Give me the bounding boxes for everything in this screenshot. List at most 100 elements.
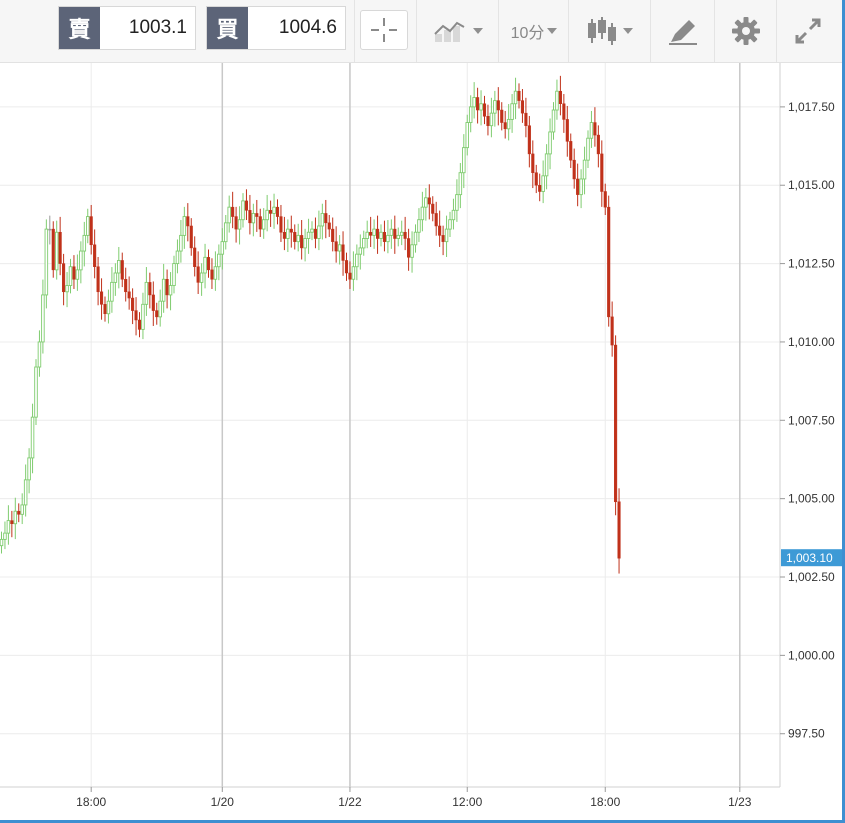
candle-body (17, 510, 21, 515)
chart-type-button[interactable] (570, 0, 650, 62)
candle-body (531, 153, 535, 173)
candle-body (441, 235, 445, 242)
candle-body (48, 228, 52, 231)
candle-body (462, 147, 466, 174)
candle-body (206, 257, 211, 271)
candle-body (407, 238, 411, 258)
candle-body (261, 219, 266, 230)
candle-body (189, 225, 193, 249)
y-tick-label: 1,000.00 (788, 648, 835, 662)
candle-body (413, 231, 418, 246)
fullscreen-icon (795, 18, 821, 44)
last-price-tag (781, 549, 842, 567)
candle-body (468, 106, 473, 123)
crosshair-button[interactable] (360, 10, 408, 50)
candle-body (110, 281, 114, 302)
candle-body (144, 281, 149, 305)
candle-body (258, 216, 262, 230)
candle-body (372, 228, 376, 236)
candle-body (465, 122, 470, 149)
candle-body (489, 112, 494, 127)
candle-body (255, 213, 259, 217)
candlestick-icon (588, 17, 616, 45)
candle-body (520, 100, 525, 114)
candle-body (106, 300, 111, 315)
candle-body (172, 263, 176, 286)
candle-body (562, 103, 566, 120)
candle-body (275, 206, 280, 217)
candle-body (265, 209, 269, 221)
toolbar-divider (498, 0, 499, 62)
settings-button[interactable] (716, 0, 776, 62)
draw-tools-button[interactable] (652, 0, 714, 62)
candle-body (131, 297, 135, 311)
candle-body (223, 222, 228, 243)
candle-body (310, 228, 314, 233)
candle-body (362, 238, 366, 249)
candle-body (193, 247, 197, 267)
x-tick-label: 1/23 (728, 795, 752, 809)
candle-body (282, 231, 286, 239)
x-tick-label: 12:00 (452, 795, 482, 809)
x-tick-label: 18:00 (590, 795, 620, 809)
candle-body (569, 141, 573, 161)
y-tick-label: 1,010.00 (788, 335, 835, 349)
candle-body (168, 285, 173, 296)
candle-body (65, 285, 69, 293)
candle-body (124, 279, 128, 293)
grid (0, 63, 780, 787)
candle-body (62, 263, 66, 293)
chevron-down-icon (547, 28, 558, 34)
candle-body (251, 212, 256, 224)
candle-body (3, 532, 7, 540)
interval-label: 10分 (510, 25, 545, 42)
interval-select[interactable]: 10分 (500, 0, 568, 62)
candle-body (544, 153, 549, 177)
candle-body (603, 191, 607, 208)
candle-body (296, 234, 300, 243)
candle-body (382, 231, 386, 242)
candle-body (58, 231, 62, 264)
candle-body (476, 97, 480, 111)
candle-body (503, 122, 507, 130)
candle-body (493, 100, 497, 114)
candle-body (548, 131, 552, 155)
candle-body (534, 172, 538, 186)
candle-body (517, 90, 521, 101)
candle-body (565, 119, 569, 142)
x-tick-label: 1/20 (211, 795, 235, 809)
candle-body (596, 134, 600, 155)
candle-body (558, 90, 562, 104)
compare-button[interactable] (418, 0, 498, 62)
candle-body (458, 172, 463, 196)
candle-body (427, 197, 431, 205)
candle-body (269, 210, 273, 214)
candle-body (175, 250, 180, 265)
candle-body (161, 278, 166, 302)
candle-body (82, 234, 87, 252)
candle-body (424, 197, 428, 208)
toolbar-divider (416, 0, 417, 62)
candle-body (431, 203, 435, 214)
candle-body (327, 222, 331, 230)
candle-body (44, 228, 49, 296)
sell-price: 1003.1 (128, 17, 187, 38)
candle-body (506, 118, 511, 130)
candle-body (6, 520, 11, 534)
candle-body (10, 520, 14, 524)
sell-price-button[interactable]: 賣 1003.1 (58, 6, 196, 50)
price-chart[interactable]: 997.50 1,000.00 1,002.50 1,005.00 1,007.50 1,… (0, 63, 842, 820)
candle-body (0, 538, 4, 547)
candle-body (486, 116, 490, 126)
candle-body (527, 125, 531, 155)
candle-body (89, 216, 93, 246)
candle-body (313, 228, 317, 239)
buy-price-button[interactable]: 買 1004.6 (206, 6, 346, 50)
candle-body (513, 90, 518, 105)
buy-label: 買 (207, 7, 248, 49)
fullscreen-button[interactable] (778, 0, 838, 62)
candle-body (213, 266, 218, 280)
candle-body (341, 244, 345, 261)
candle-body (510, 103, 514, 120)
candle-body (448, 219, 452, 230)
